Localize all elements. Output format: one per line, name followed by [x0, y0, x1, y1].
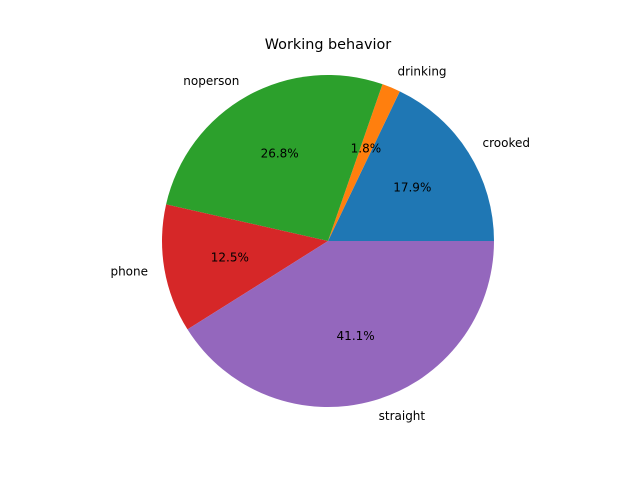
pie-slice-crooked	[328, 91, 494, 242]
slice-label-phone: phone	[110, 264, 148, 278]
pie-slice-noperson	[166, 75, 383, 241]
pie-slice-drinking	[328, 84, 400, 241]
slice-label-noperson: noperson	[183, 74, 239, 88]
chart-title: Working behavior	[265, 37, 392, 53]
pie-slice-phone	[162, 204, 328, 330]
slice-label-crooked: crooked	[483, 136, 530, 150]
slice-pct-noperson: 26.8%	[261, 146, 299, 160]
slice-pct-phone: 12.5%	[211, 250, 249, 264]
slice-pct-straight: 41.1%	[337, 329, 375, 343]
slice-pct-drinking: 1.8%	[351, 141, 382, 155]
pie-slice-straight	[187, 241, 494, 407]
pie-labels: crooked 17.9% drinking 1.8% noperson 26.8% pho…	[110, 65, 530, 423]
slice-pct-crooked: 17.9%	[393, 180, 431, 194]
slice-label-straight: straight	[379, 409, 426, 423]
pie-slices	[162, 75, 494, 407]
slice-label-drinking: drinking	[398, 65, 447, 79]
